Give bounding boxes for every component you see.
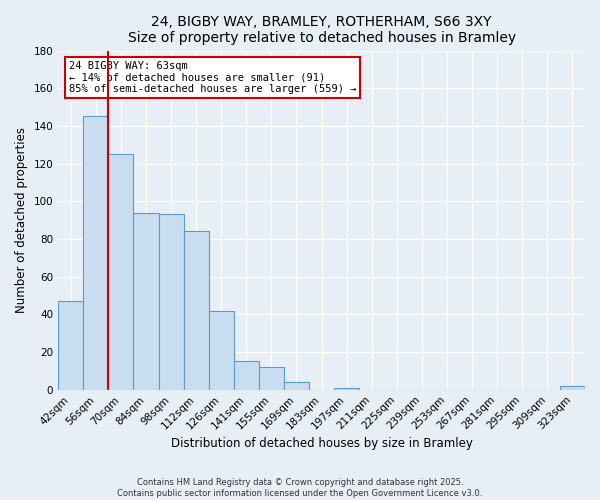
Y-axis label: Number of detached properties: Number of detached properties bbox=[15, 127, 28, 313]
Bar bbox=[284, 382, 309, 390]
Bar bbox=[158, 214, 184, 390]
Bar bbox=[234, 362, 259, 390]
Bar bbox=[83, 116, 109, 390]
Bar bbox=[184, 232, 209, 390]
Bar bbox=[109, 154, 133, 390]
X-axis label: Distribution of detached houses by size in Bramley: Distribution of detached houses by size … bbox=[170, 437, 473, 450]
Bar bbox=[58, 301, 83, 390]
Bar bbox=[133, 212, 158, 390]
Bar bbox=[334, 388, 359, 390]
Title: 24, BIGBY WAY, BRAMLEY, ROTHERHAM, S66 3XY
Size of property relative to detached: 24, BIGBY WAY, BRAMLEY, ROTHERHAM, S66 3… bbox=[128, 15, 515, 45]
Bar bbox=[209, 310, 234, 390]
Bar bbox=[560, 386, 585, 390]
Bar bbox=[259, 367, 284, 390]
Text: Contains HM Land Registry data © Crown copyright and database right 2025.
Contai: Contains HM Land Registry data © Crown c… bbox=[118, 478, 482, 498]
Text: 24 BIGBY WAY: 63sqm
← 14% of detached houses are smaller (91)
85% of semi-detach: 24 BIGBY WAY: 63sqm ← 14% of detached ho… bbox=[69, 60, 356, 94]
